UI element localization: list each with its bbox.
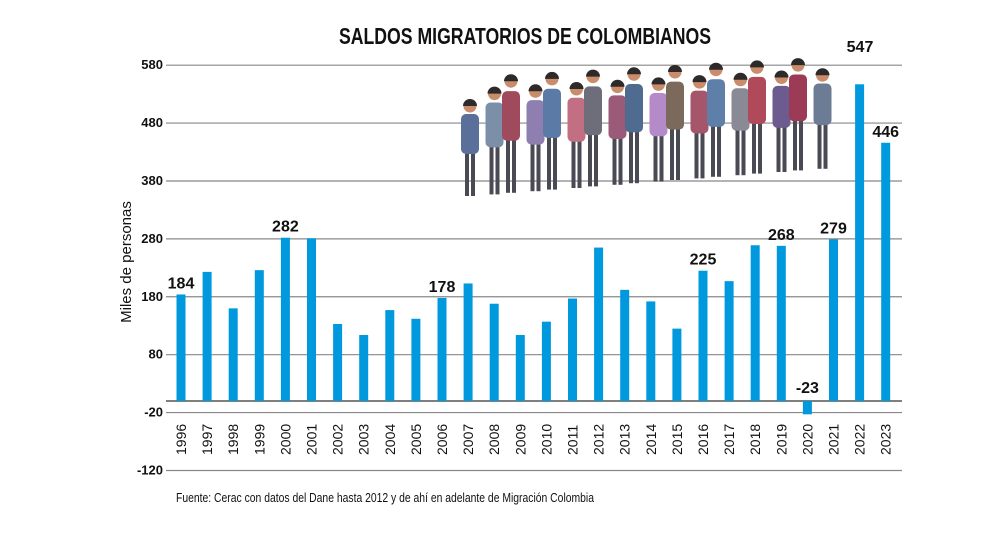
person-figure <box>690 75 709 179</box>
x-tick-label: 2002 <box>330 424 346 455</box>
bar-2018 <box>750 245 760 401</box>
person-figure <box>543 71 561 190</box>
x-tick-label: 2005 <box>408 424 424 455</box>
x-tick-label: 2006 <box>434 424 450 455</box>
x-tick-label: 2007 <box>460 424 476 455</box>
x-tick-label: 2018 <box>747 424 763 455</box>
data-label-2022: 547 <box>847 39 874 56</box>
x-tick-label: 2000 <box>277 424 293 455</box>
bar-2012 <box>594 247 604 401</box>
bar-2021 <box>829 239 838 401</box>
x-tick-label: 2020 <box>799 424 815 455</box>
x-tick-label: 1996 <box>173 424 189 455</box>
person-figure <box>772 70 791 172</box>
person-figure <box>567 82 586 188</box>
person-figure <box>625 67 643 184</box>
data-label-2019: 268 <box>768 227 795 244</box>
bar-1999 <box>254 270 264 401</box>
bar-2016 <box>698 270 708 401</box>
person-figure <box>502 74 520 193</box>
x-tick-label: 2019 <box>773 424 789 455</box>
person-figure <box>813 68 832 169</box>
x-tick-label: 2008 <box>486 424 502 455</box>
data-label-2016: 225 <box>690 252 717 269</box>
y-tick-label: 480 <box>141 115 163 130</box>
x-tick-label: 2021 <box>826 424 842 455</box>
source-note: Fuente: Cerac con datos del Dane hasta 2… <box>176 490 595 505</box>
person-figure <box>485 86 504 195</box>
bar-2015 <box>672 328 682 401</box>
bar-2019 <box>776 245 786 401</box>
bar-2002 <box>333 323 343 401</box>
bar-2014 <box>646 301 656 401</box>
data-label-2023: 446 <box>872 124 899 141</box>
data-label-2006: 178 <box>429 279 456 296</box>
bar-2010 <box>541 321 551 401</box>
person-figure <box>707 62 725 177</box>
x-tick-label: 2011 <box>565 425 581 455</box>
bar-1998 <box>228 308 238 401</box>
person-figure <box>608 79 627 185</box>
x-tick-label: 2004 <box>382 424 398 455</box>
person-figure <box>731 72 750 176</box>
y-axis-label: Miles de personas <box>118 201 135 323</box>
x-tick-label: 2015 <box>669 424 685 455</box>
x-tick-label: 2001 <box>304 424 320 455</box>
x-tick-label: 1999 <box>251 424 267 455</box>
bar-2011 <box>568 298 577 401</box>
person-figure <box>584 69 602 187</box>
bar-2023 <box>881 142 891 402</box>
data-label-2021: 279 <box>820 220 847 237</box>
bar-2008 <box>489 303 499 401</box>
person-figure <box>649 77 668 182</box>
x-tick-label: 2009 <box>512 424 528 455</box>
bar-2009 <box>515 334 525 401</box>
person-figure <box>789 58 807 171</box>
bar-2020 <box>802 401 812 415</box>
person-figure <box>748 60 766 174</box>
bar-2007 <box>463 283 473 401</box>
x-tick-label: 1998 <box>225 424 241 455</box>
data-label-1996: 184 <box>168 275 195 292</box>
x-tick-label: 2023 <box>878 424 894 455</box>
bar-2022 <box>855 84 865 402</box>
bars <box>176 84 891 415</box>
bar-2006 <box>437 297 447 401</box>
bar-2017 <box>724 281 734 401</box>
x-tick-label: 2017 <box>721 424 737 455</box>
migrants-illustration <box>461 58 832 196</box>
data-label-2000: 282 <box>272 219 299 236</box>
person-figure <box>666 65 684 180</box>
x-tick-label: 2022 <box>852 424 868 455</box>
bar-2003 <box>359 334 369 401</box>
chart-title: SALDOS MIGRATORIOS DE COLOMBIANOS <box>339 23 711 49</box>
person-figure <box>526 84 545 192</box>
bar-1996 <box>176 294 186 401</box>
x-tick-label: 2010 <box>538 424 554 455</box>
person-figure <box>461 99 479 196</box>
y-tick-label: -20 <box>144 405 163 420</box>
x-tick-label: 1997 <box>199 424 215 455</box>
x-tick-labels: 1996 1997 1998 1999 2000 2001 2002 2003 2004 2005… <box>173 424 894 455</box>
y-tick-label: 80 <box>149 347 163 362</box>
y-tick-label: 580 <box>141 57 163 72</box>
y-tick-label: -120 <box>137 462 163 477</box>
y-tick-label: 280 <box>141 231 163 246</box>
x-tick-label: 2013 <box>617 424 633 455</box>
y-tick-label: 380 <box>141 173 163 188</box>
bar-2013 <box>620 289 630 401</box>
x-tick-label: 2003 <box>356 424 372 455</box>
bar-2005 <box>411 318 421 401</box>
bar-2004 <box>385 310 395 401</box>
x-tick-label: 2016 <box>695 424 711 455</box>
bar-1997 <box>202 271 212 401</box>
x-tick-label: 2012 <box>591 424 607 455</box>
y-tick-label: 180 <box>141 289 163 304</box>
bar-2000 <box>280 237 290 401</box>
x-tick-label: 2014 <box>643 424 659 455</box>
data-label-2020: -23 <box>796 380 819 397</box>
data-labels: 184 282 178 225 268 -23 279 547 446 <box>168 39 899 397</box>
bar-2001 <box>307 238 316 401</box>
